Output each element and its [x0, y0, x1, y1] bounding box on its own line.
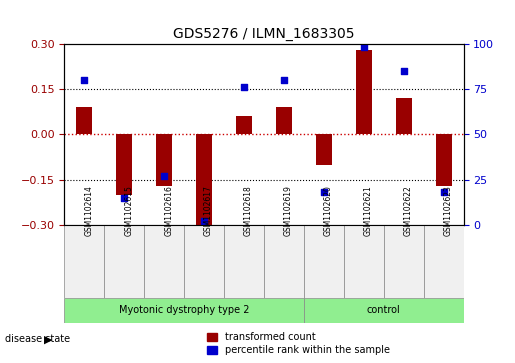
FancyBboxPatch shape	[304, 298, 464, 323]
FancyBboxPatch shape	[344, 225, 384, 298]
Text: disease state: disease state	[5, 334, 70, 344]
FancyBboxPatch shape	[423, 225, 464, 298]
Bar	[396, 98, 411, 134]
Text: GSM1102619: GSM1102619	[284, 185, 293, 236]
FancyBboxPatch shape	[64, 298, 304, 323]
Point	[240, 84, 248, 90]
Point	[280, 77, 288, 83]
FancyBboxPatch shape	[64, 225, 104, 298]
Bar	[116, 134, 132, 195]
Text: GSM1102614: GSM1102614	[84, 185, 93, 236]
Text: GSM1102621: GSM1102621	[364, 185, 373, 236]
Point	[80, 77, 89, 83]
FancyBboxPatch shape	[264, 225, 304, 298]
FancyBboxPatch shape	[304, 225, 344, 298]
Text: GSM1102615: GSM1102615	[124, 185, 133, 236]
Bar	[236, 116, 252, 134]
Bar	[76, 107, 92, 134]
Point	[200, 219, 208, 224]
Bar	[276, 107, 292, 134]
Text: GSM1102622: GSM1102622	[404, 185, 413, 236]
Text: ▶: ▶	[44, 334, 53, 344]
Legend: transformed count, percentile rank within the sample: transformed count, percentile rank withi…	[204, 329, 393, 358]
Point	[400, 68, 408, 74]
FancyBboxPatch shape	[104, 225, 144, 298]
FancyBboxPatch shape	[384, 225, 423, 298]
Text: control: control	[367, 305, 401, 315]
Bar	[316, 134, 332, 164]
Text: GSM1102618: GSM1102618	[244, 185, 253, 236]
Bar	[436, 134, 452, 186]
Text: GSM1102620: GSM1102620	[324, 185, 333, 236]
FancyBboxPatch shape	[144, 225, 184, 298]
Text: GSM1102616: GSM1102616	[164, 185, 173, 236]
Point	[120, 195, 128, 201]
Point	[359, 44, 368, 50]
Title: GDS5276 / ILMN_1683305: GDS5276 / ILMN_1683305	[173, 27, 355, 41]
FancyBboxPatch shape	[224, 225, 264, 298]
Text: Myotonic dystrophy type 2: Myotonic dystrophy type 2	[119, 305, 249, 315]
FancyBboxPatch shape	[184, 225, 224, 298]
Point	[160, 173, 168, 179]
Text: GSM1102623: GSM1102623	[443, 185, 453, 236]
Text: GSM1102617: GSM1102617	[204, 185, 213, 236]
Bar	[196, 134, 212, 225]
Point	[439, 189, 448, 195]
Bar	[156, 134, 172, 186]
Bar	[356, 50, 372, 134]
Point	[320, 189, 328, 195]
